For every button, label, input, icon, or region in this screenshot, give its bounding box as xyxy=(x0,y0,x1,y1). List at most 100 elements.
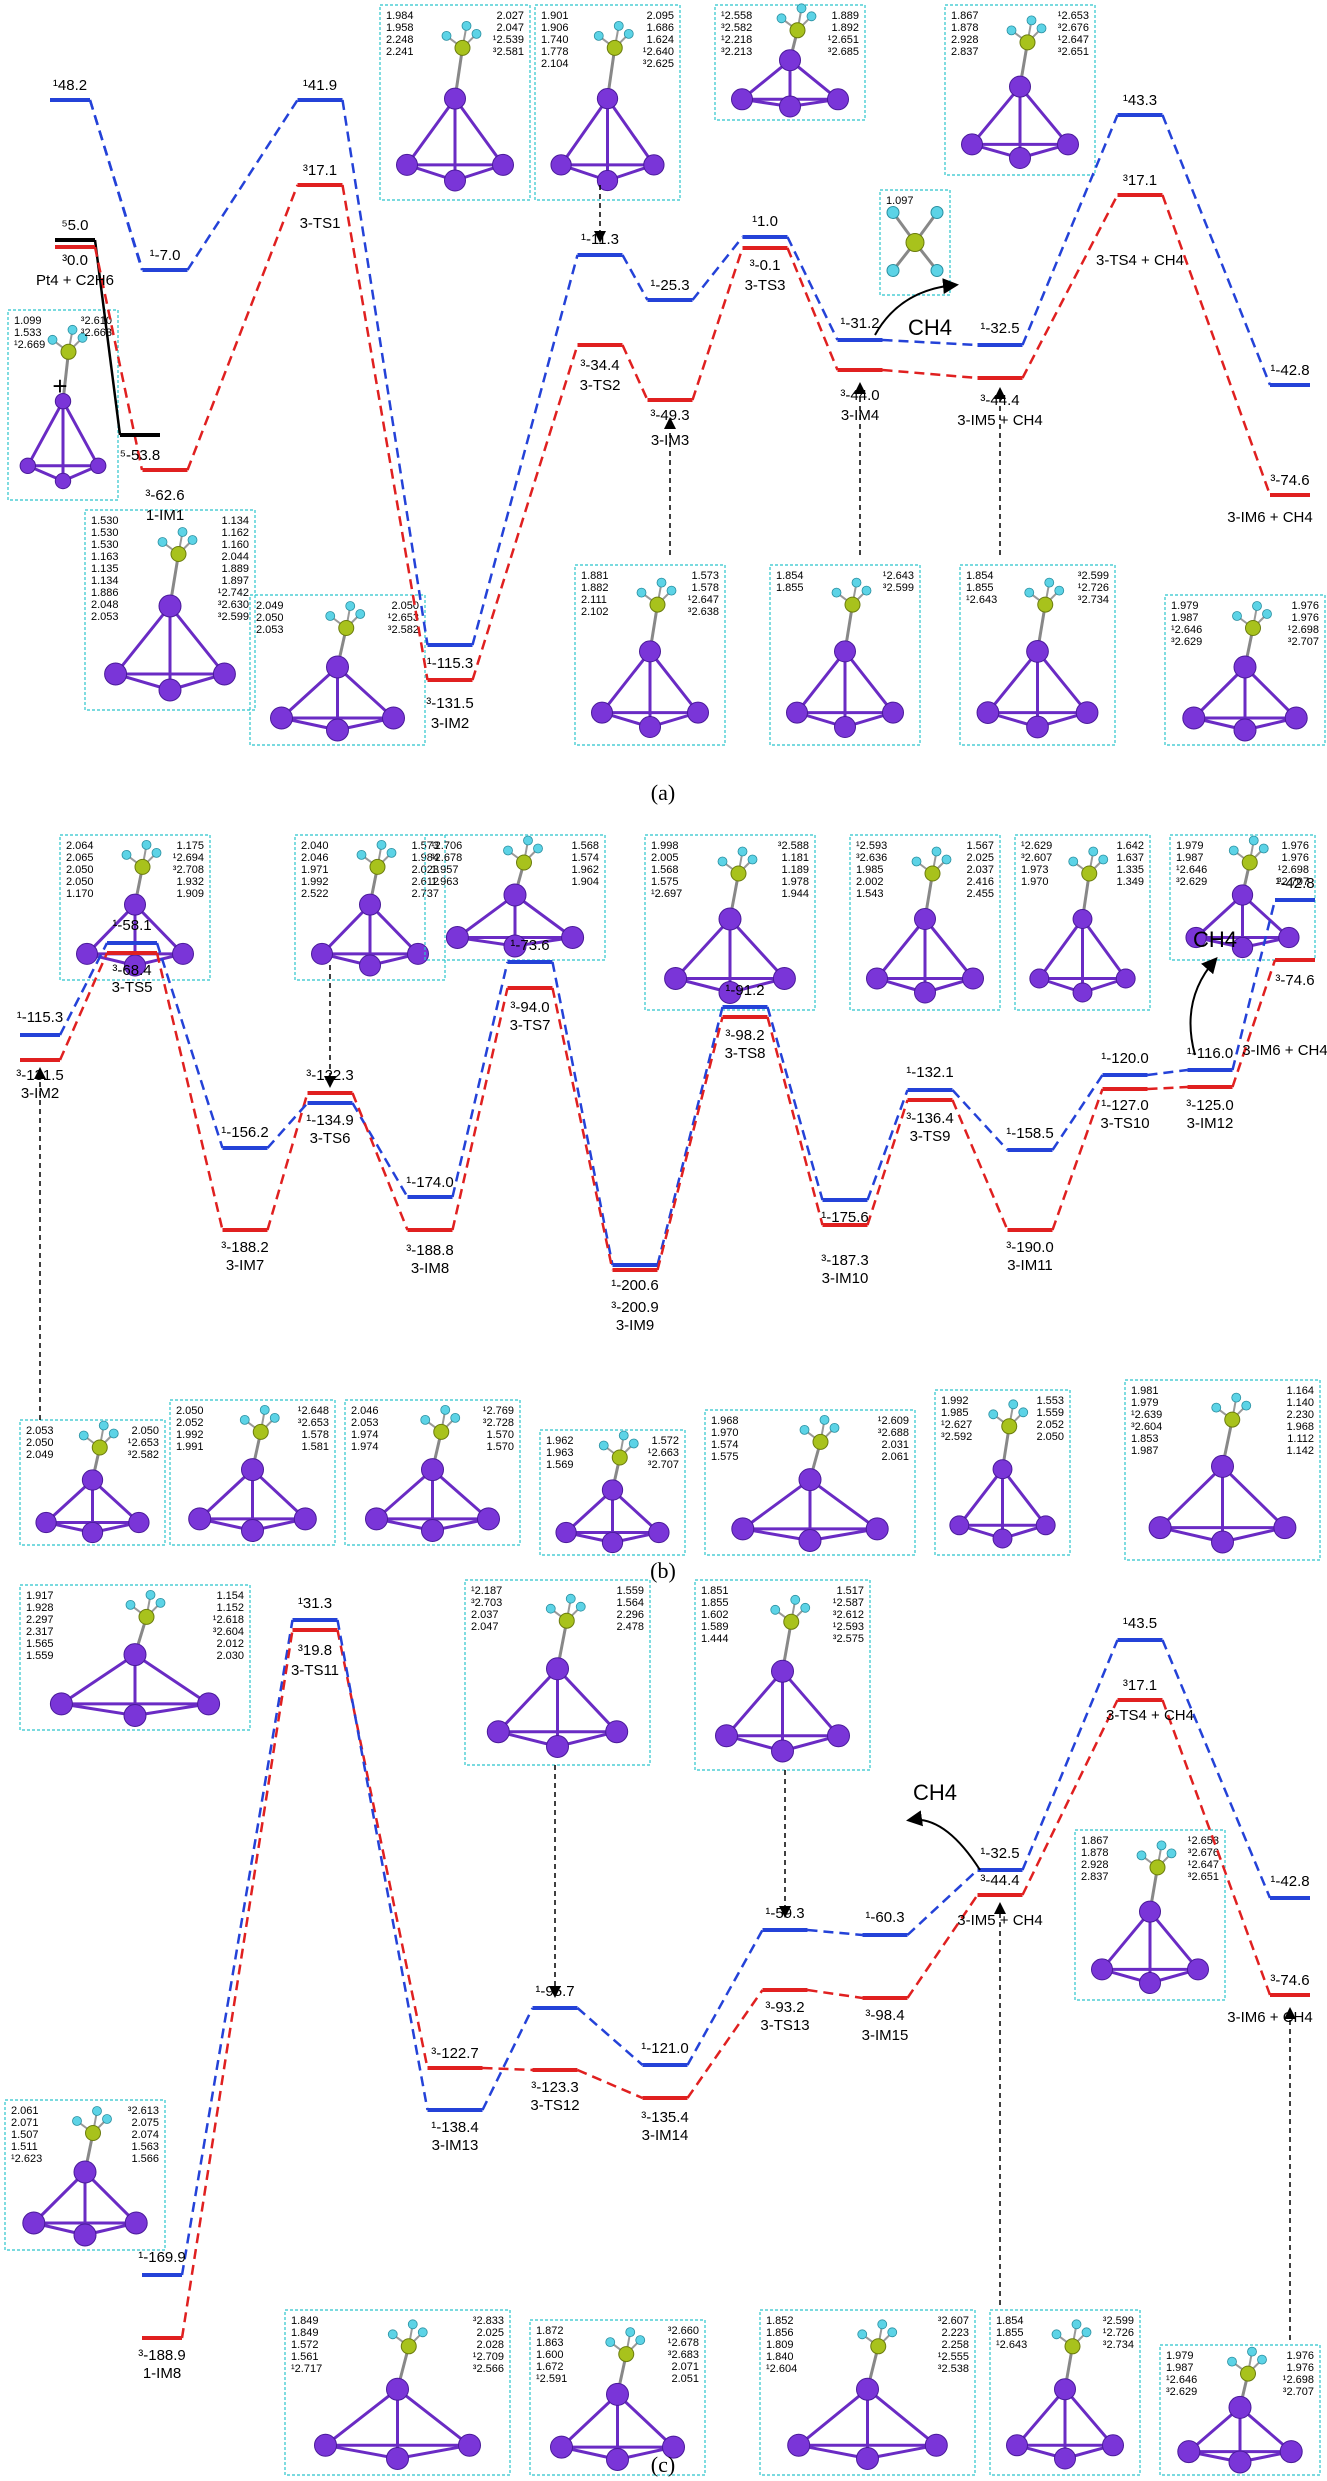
bond-length-label: ¹2.604 xyxy=(766,2363,797,2375)
h-atom xyxy=(796,3,807,14)
bond-length-label: 1.572 xyxy=(651,1435,679,1447)
h-atom xyxy=(259,1405,270,1415)
h-atom xyxy=(386,848,397,858)
pt-atom xyxy=(503,883,527,907)
h-atom xyxy=(269,1413,280,1423)
energy-value-label: ³-44.4 xyxy=(980,1872,1019,1889)
structure-box xyxy=(704,1409,916,1556)
bond-length-label: ³2.734 xyxy=(1078,594,1109,606)
pt-atom xyxy=(396,153,418,176)
panel-label-b: (b) xyxy=(650,1558,676,1583)
bond-length-label: ¹2.717 xyxy=(291,2363,322,2375)
pt-atom xyxy=(128,1511,150,1534)
bond-length-label: 2.025 xyxy=(966,852,994,864)
bond-length-label: ³2.636 xyxy=(856,852,887,864)
bond-length-label: 2.047 xyxy=(496,22,524,34)
energy-value-label: ¹-73.6 xyxy=(510,937,549,954)
pt-atom xyxy=(606,2382,629,2406)
c-atom xyxy=(60,343,77,360)
pt-atom xyxy=(1228,2395,1252,2419)
bond-length-label: ³2.599 xyxy=(1078,570,1109,582)
bond-length-label: 2.050 xyxy=(131,1425,159,1437)
bond-length-label: 1.566 xyxy=(131,2153,159,2165)
bond-length-label: 2.037 xyxy=(966,864,994,876)
h-atom xyxy=(1257,2354,1267,2365)
h-atom xyxy=(121,850,132,860)
pt-atom xyxy=(1233,655,1257,679)
pathway-connector xyxy=(551,987,614,1271)
energy-value-label: ¹-42.8 xyxy=(1270,1873,1309,1890)
bond-length-label: ³2.610 xyxy=(81,315,112,327)
h-atom xyxy=(770,1604,781,1615)
bond-length-label: 2.095 xyxy=(646,10,674,22)
panel-label-c: (c) xyxy=(651,2452,675,2477)
pt-atom xyxy=(1148,1516,1172,1540)
energy-value-label: ³-122.7 xyxy=(431,2045,479,2062)
h-atom xyxy=(1156,1840,1167,1851)
energy-value-label: ³-74.6 xyxy=(1270,1972,1309,1989)
bond-length-label: 1.963 xyxy=(431,876,459,888)
bond-length-label: ³2.599 xyxy=(1103,2315,1134,2327)
h-atom xyxy=(886,206,900,219)
bond-length-label: 2.053 xyxy=(351,1417,379,1429)
bond-length-label: 2.053 xyxy=(91,611,119,623)
bond-length-label: ¹2.646 xyxy=(1176,864,1207,876)
panel-label-a: (a) xyxy=(651,780,675,805)
h-atom xyxy=(1071,2319,1082,2330)
bond-length-label: ³2.707 xyxy=(1288,636,1319,648)
h-atom xyxy=(1036,23,1047,34)
bond-length-label: 1.987 xyxy=(1166,2362,1194,2374)
bond-length-label: 1.984 xyxy=(386,10,414,22)
bond-length-label: 2.048 xyxy=(91,599,119,611)
bond-length-label: 1.985 xyxy=(941,1407,969,1419)
bond-length-label: 1.573 xyxy=(411,840,439,852)
bond-length-label: 1.573 xyxy=(691,570,719,582)
h-atom xyxy=(628,1438,639,1449)
bond-length-label: 1.134 xyxy=(221,515,249,527)
energy-value-label: ¹-116.0 xyxy=(1187,1045,1233,1062)
pt-atom xyxy=(648,1521,670,1544)
h-atom xyxy=(417,2327,428,2338)
bond-length-label: ³2.676 xyxy=(1188,1847,1219,1859)
h-atom xyxy=(1231,1392,1242,1403)
species-label: 3-TS4 + CH4 xyxy=(1106,1707,1194,1724)
pathway-connector xyxy=(336,1619,429,2111)
h-atom xyxy=(461,20,472,31)
bond-length-label: 1.533 xyxy=(14,327,42,339)
pathway-connector xyxy=(686,1929,764,2066)
bond-length-label: ¹2.640 xyxy=(643,46,674,58)
structure-box xyxy=(989,2309,1141,2476)
pt-atom xyxy=(311,942,333,965)
bond-length-label: 1.740 xyxy=(541,34,569,46)
pt-atom xyxy=(444,87,466,110)
c-atom xyxy=(1019,34,1036,51)
species-label: 3-IM8 xyxy=(411,1260,449,1277)
structure-box xyxy=(1074,1829,1226,2001)
energy-value-label: ³-44.0 xyxy=(840,387,879,404)
h-atom xyxy=(345,601,356,611)
c-atom xyxy=(618,2346,635,2363)
energy-value-label: ³-131.5 xyxy=(426,695,474,712)
bond-length-label: 1.849 xyxy=(291,2315,319,2327)
bond-length-label: 2.049 xyxy=(256,600,284,612)
c-atom xyxy=(1149,1859,1166,1876)
h-atom xyxy=(625,2327,636,2338)
c-atom xyxy=(730,865,747,882)
molecule-structures: 1.9841.9582.2482.2412.0272.047¹2.539³2.5… xyxy=(4,3,1326,2476)
bond-length-label: 1.530 xyxy=(91,515,119,527)
bond-length-label: ¹2.697 xyxy=(651,888,682,900)
bond-length-label: 1.565 xyxy=(26,1638,54,1650)
pt-atom xyxy=(158,678,182,702)
bond-length-label: ³2.599 xyxy=(218,611,249,623)
bond-length-label: 1.968 xyxy=(1286,1421,1314,1433)
bond-length-label: 1.637 xyxy=(1116,852,1144,864)
pathway-connector xyxy=(481,2007,534,2111)
bond-length-label: 1.778 xyxy=(541,46,569,58)
bond-length-label: 1.142 xyxy=(1286,1445,1314,1457)
reactant-plus: + xyxy=(52,371,67,401)
bond-length-label: ³2.734 xyxy=(1103,2339,1134,2351)
